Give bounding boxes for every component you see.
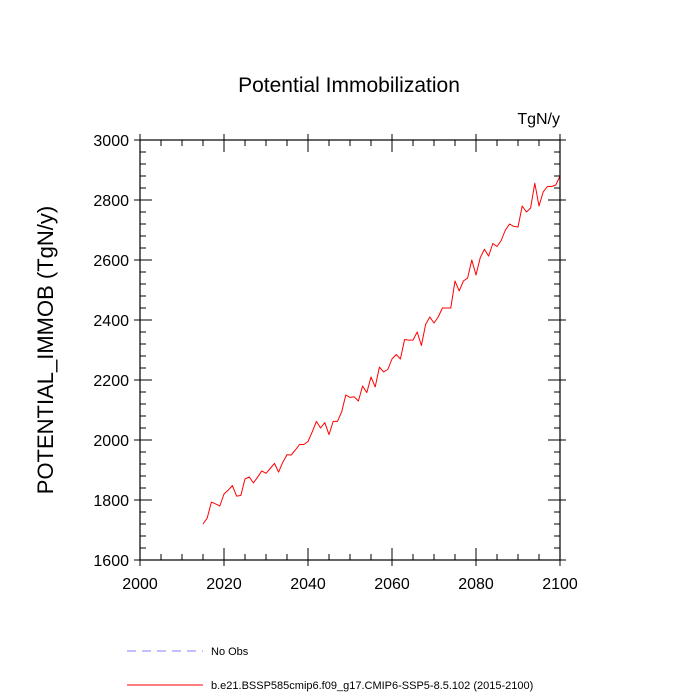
y-axis-label: POTENTIAL_IMMOB (TgN/y) bbox=[33, 206, 58, 494]
y-tick-label: 2000 bbox=[93, 433, 129, 450]
x-tick-label: 2020 bbox=[206, 576, 242, 593]
axis-tick-labels: 2000 2020 2040 2060 2080 2100 1600 1800 2000 2200… bbox=[93, 133, 577, 593]
plot-frame bbox=[139, 139, 561, 561]
y-tick-label: 2200 bbox=[93, 373, 129, 390]
x-tick-label: 2060 bbox=[374, 576, 410, 593]
legend-label-no-obs: No Obs bbox=[211, 646, 249, 658]
y-tick-label: 1600 bbox=[93, 553, 129, 570]
y-tick-label: 2400 bbox=[93, 313, 129, 330]
x-tick-label: 2080 bbox=[458, 576, 494, 593]
legend-label-model-run: b.e21.BSSP585cmip6.f09_g17.CMIP6-SSP5-8.… bbox=[211, 680, 533, 692]
chart-title: Potential Immobilization bbox=[238, 74, 460, 97]
x-tick-label: 2000 bbox=[122, 576, 158, 593]
x-tick-label: 2040 bbox=[290, 576, 326, 593]
units-label: TgN/y bbox=[517, 111, 560, 128]
x-tick-label: 2100 bbox=[542, 576, 578, 593]
series-line-0 bbox=[202, 175, 561, 525]
legend: No Obs b.e21.BSSP585cmip6.f09_g17.CMIP6-… bbox=[127, 646, 533, 692]
y-tick-label: 1800 bbox=[93, 493, 129, 510]
series-layer bbox=[202, 175, 561, 525]
y-tick-label: 2600 bbox=[93, 253, 129, 270]
y-tick-label: 2800 bbox=[93, 193, 129, 210]
axis-ticks bbox=[134, 134, 566, 566]
y-tick-label: 3000 bbox=[93, 133, 129, 150]
